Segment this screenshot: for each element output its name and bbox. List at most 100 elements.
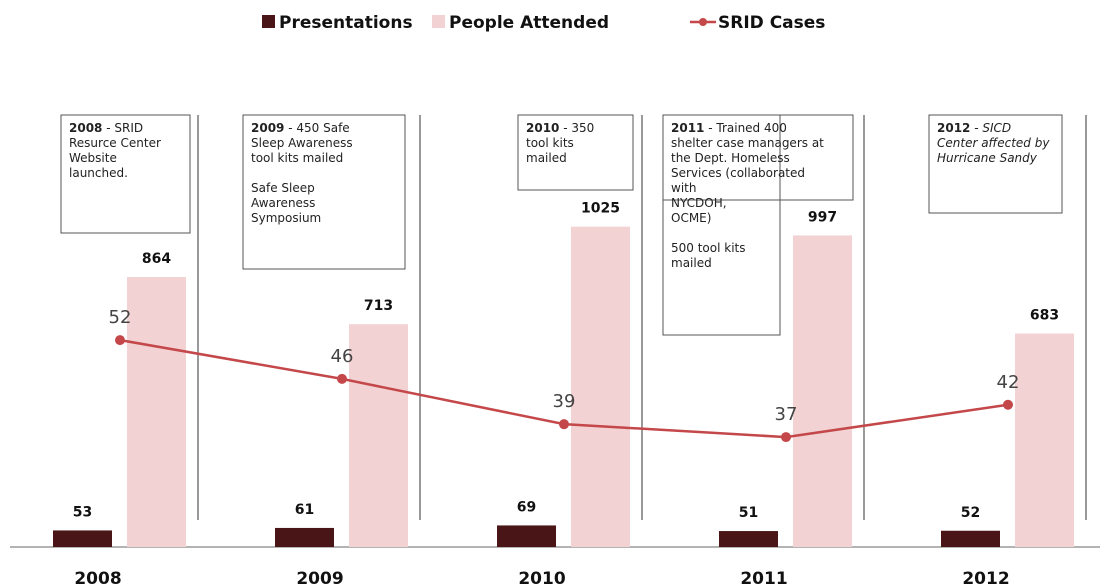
x-tick-label: 2011 bbox=[740, 569, 787, 586]
annotation-text: 500 tool kits bbox=[671, 241, 746, 255]
annotation-line: - 350 bbox=[563, 121, 594, 135]
annotation-line: - 450 Safe bbox=[288, 121, 349, 135]
data-label: 683 bbox=[1030, 308, 1059, 324]
data-label: 42 bbox=[997, 372, 1020, 393]
x-tick-label: 2009 bbox=[296, 569, 343, 586]
data-label: 39 bbox=[553, 391, 576, 412]
annotation-box bbox=[928, 114, 1063, 214]
annotation-text: Services (collaborated bbox=[671, 166, 805, 180]
annotation-text: Website bbox=[69, 151, 117, 165]
bar bbox=[1015, 333, 1074, 547]
annotation-text: 2012 - SICD bbox=[937, 121, 1011, 135]
data-label: 53 bbox=[73, 504, 92, 520]
annotation-text: Hurricane Sandy bbox=[937, 151, 1038, 165]
data-label: 52 bbox=[109, 307, 132, 328]
annotation-line: the Dept. Homeless bbox=[671, 151, 790, 165]
annotation-text: tool kits bbox=[526, 136, 574, 150]
x-tick-label: 2012 bbox=[962, 569, 1009, 586]
annotation-text: NYCDOH, bbox=[671, 196, 727, 210]
annotation-text: 2008 - SRID bbox=[69, 121, 143, 135]
annotation-line: - SICD bbox=[974, 121, 1011, 135]
data-label: 46 bbox=[331, 346, 354, 367]
annotation-year: 2009 bbox=[251, 121, 284, 135]
annotation-line: Website bbox=[69, 151, 117, 165]
annotation-box bbox=[242, 114, 406, 270]
annotation-year: 2011 bbox=[671, 121, 704, 135]
annotation-line: launched. bbox=[69, 166, 128, 180]
annotation-text: the Dept. Homeless bbox=[671, 151, 790, 165]
annotation-text: 2010 - 350 bbox=[526, 121, 594, 135]
line-marker bbox=[337, 373, 347, 384]
bar bbox=[497, 525, 556, 547]
annotation-line: tool kits mailed bbox=[251, 151, 343, 165]
bar bbox=[941, 530, 1000, 547]
annotation-box bbox=[662, 114, 781, 336]
legend-label: Presentations bbox=[279, 13, 413, 33]
annotation-text: 2011 - Trained 400 bbox=[671, 121, 787, 135]
annotation-text: Symposium bbox=[251, 211, 321, 225]
line-marker bbox=[559, 419, 569, 430]
annotation-text: Center affected by bbox=[937, 136, 1050, 150]
annotation-text: Resurce Center bbox=[69, 136, 161, 150]
x-tick-label: 2010 bbox=[518, 569, 565, 586]
annotation-year: 2010 bbox=[526, 121, 559, 135]
annotation-box bbox=[60, 114, 191, 234]
annotation-text: shelter case managers at bbox=[671, 136, 824, 150]
bar bbox=[275, 527, 334, 547]
data-label: 69 bbox=[517, 499, 536, 515]
line-marker bbox=[781, 432, 791, 443]
annotation-line: 500 tool kits bbox=[671, 241, 746, 255]
annotation-line: - Trained 400 bbox=[708, 121, 787, 135]
annotation-line: mailed bbox=[526, 151, 567, 165]
annotation-box bbox=[662, 114, 854, 201]
data-label: 713 bbox=[364, 298, 393, 314]
x-tick-label: 2008 bbox=[74, 569, 121, 586]
annotation-text: Sleep Awareness bbox=[251, 136, 353, 150]
line-marker bbox=[115, 335, 125, 346]
annotation-text: mailed bbox=[671, 256, 712, 270]
bar bbox=[349, 324, 408, 547]
annotation-line: Safe Sleep bbox=[251, 181, 315, 195]
annotation-text: launched. bbox=[69, 166, 128, 180]
annotation-line: Sleep Awareness bbox=[251, 136, 353, 150]
data-label: 1025 bbox=[581, 201, 620, 217]
annotation-line: OCME) bbox=[671, 211, 711, 225]
annotation-line: mailed bbox=[671, 256, 712, 270]
bar bbox=[53, 530, 112, 547]
annotation-line: Center affected by bbox=[937, 136, 1050, 150]
bar bbox=[719, 531, 778, 547]
legend-label: SRID Cases bbox=[718, 13, 825, 33]
line-marker bbox=[1003, 399, 1013, 410]
data-label: 864 bbox=[142, 251, 171, 267]
legend-label: People Attended bbox=[449, 13, 609, 33]
legend-swatch bbox=[262, 15, 275, 28]
annotation-line: Resurce Center bbox=[69, 136, 161, 150]
data-label: 997 bbox=[808, 209, 837, 225]
annotation-line: shelter case managers at bbox=[671, 136, 824, 150]
data-label: 37 bbox=[775, 404, 798, 425]
annotation-text: OCME) bbox=[671, 211, 711, 225]
bar bbox=[127, 277, 186, 547]
annotation-text: Awareness bbox=[251, 196, 315, 210]
annotation-line: NYCDOH, bbox=[671, 196, 727, 210]
data-label: 61 bbox=[295, 502, 314, 518]
annotation-line: Symposium bbox=[251, 211, 321, 225]
annotation-text: 2009 - 450 Safe bbox=[251, 121, 350, 135]
annotation-text: tool kits mailed bbox=[251, 151, 343, 165]
annotation-text: mailed bbox=[526, 151, 567, 165]
annotation-line: with bbox=[671, 181, 696, 195]
annotation-box bbox=[517, 114, 634, 191]
annotation-text: with bbox=[671, 181, 696, 195]
annotation-line: - SRID bbox=[106, 121, 143, 135]
annotation-line: Hurricane Sandy bbox=[937, 151, 1038, 165]
bar bbox=[571, 226, 630, 547]
annotation-line: tool kits bbox=[526, 136, 574, 150]
annotation-line: Services (collaborated bbox=[671, 166, 805, 180]
data-label: 52 bbox=[961, 505, 980, 521]
data-label: 51 bbox=[739, 505, 758, 521]
annotation-year: 2012 bbox=[937, 121, 970, 135]
annotation-year: 2008 bbox=[69, 121, 102, 135]
annotation-text: Safe Sleep bbox=[251, 181, 315, 195]
legend-swatch bbox=[432, 15, 445, 28]
